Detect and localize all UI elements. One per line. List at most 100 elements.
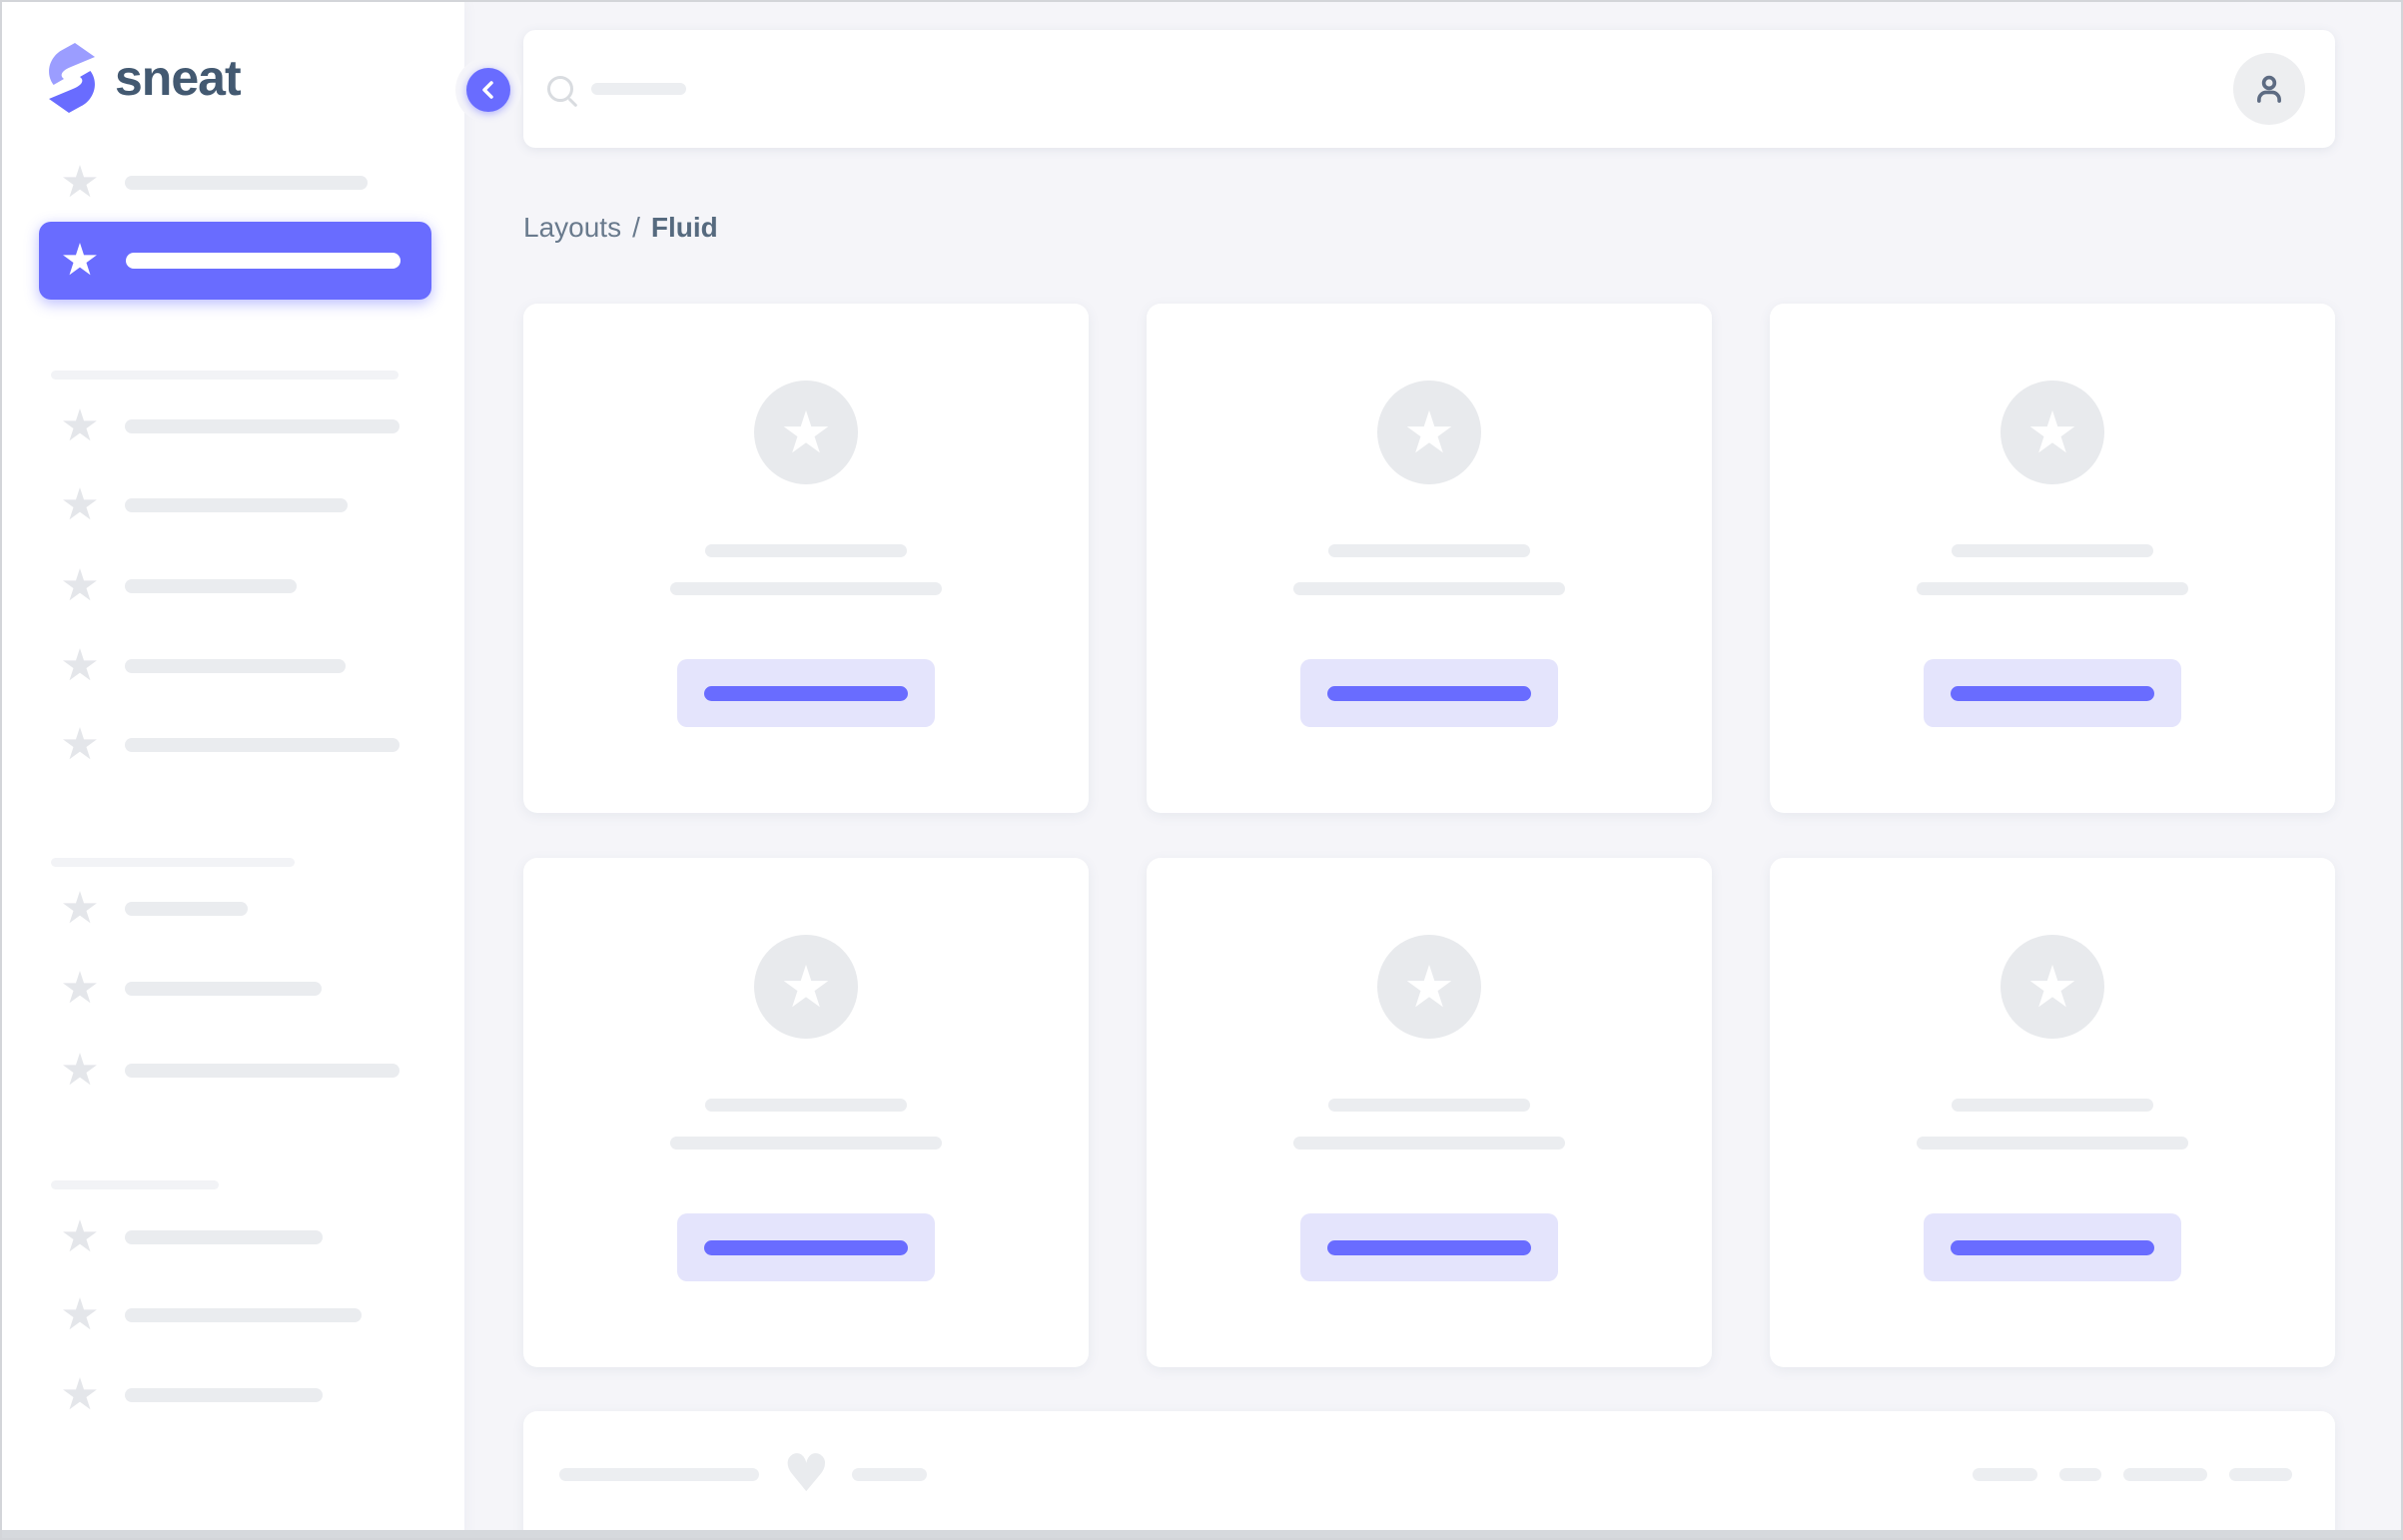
chevron-left-icon — [482, 81, 493, 99]
sidebar-item[interactable]: ★ — [2, 1211, 323, 1262]
menu-item-label-skeleton — [125, 1064, 400, 1078]
menu-item-label-skeleton — [125, 498, 348, 512]
card-grid: ★ ★ ★ ★ — [523, 304, 2335, 1367]
user-avatar-button[interactable] — [2233, 53, 2305, 125]
card-text-skeleton — [670, 1137, 942, 1150]
sidebar-item[interactable]: ★ — [2, 1289, 362, 1340]
menu-item-label-skeleton — [125, 982, 322, 996]
star-avatar-circle: ★ — [2001, 935, 2104, 1039]
star-icon: ★ — [60, 1045, 100, 1096]
star-icon: ★ — [1403, 953, 1455, 1021]
menu-item-label-skeleton — [126, 253, 400, 269]
star-icon: ★ — [780, 398, 832, 466]
card-button-skeleton[interactable] — [1300, 659, 1558, 727]
sidebar-item-active[interactable]: ★ — [39, 222, 431, 300]
button-label-skeleton — [1327, 1239, 1531, 1255]
sidebar-item[interactable]: ★ — [2, 161, 368, 205]
star-icon: ★ — [60, 1289, 100, 1340]
sidebar-item[interactable]: ★ — [2, 1369, 323, 1420]
star-avatar-circle: ★ — [1377, 381, 1481, 484]
user-icon — [2257, 75, 2281, 103]
menu-item-label-skeleton — [125, 1308, 362, 1322]
menu-item-label-skeleton — [125, 902, 248, 916]
star-icon: ★ — [60, 1211, 100, 1262]
heart-icon: ♥ — [783, 1444, 830, 1504]
sidebar-item[interactable]: ★ — [2, 560, 297, 611]
window-bottom-edge — [2, 1530, 2401, 1538]
star-icon: ★ — [60, 640, 100, 691]
search-bar[interactable] — [523, 30, 2335, 148]
search-placeholder-skeleton — [591, 83, 686, 95]
sidebar-item[interactable]: ★ — [2, 719, 400, 770]
footer-text-skeleton — [1973, 1467, 2037, 1481]
button-label-skeleton — [1951, 1239, 2154, 1255]
card-title-skeleton — [1328, 544, 1530, 557]
star-icon: ★ — [780, 953, 832, 1021]
menu-item-label-skeleton — [125, 176, 368, 190]
sidebar-item[interactable]: ★ — [2, 963, 322, 1014]
sidebar-item[interactable]: ★ — [2, 640, 346, 691]
star-icon: ★ — [2026, 953, 2078, 1021]
breadcrumb-parent[interactable]: Layouts — [523, 212, 622, 243]
menu-item-label-skeleton — [125, 659, 346, 673]
brand[interactable]: sneat — [46, 42, 242, 114]
button-label-skeleton — [1327, 685, 1531, 701]
button-label-skeleton — [1951, 685, 2154, 701]
brand-name: sneat — [115, 50, 242, 106]
footer-text-skeleton — [2123, 1467, 2207, 1481]
sidebar-item[interactable]: ★ — [2, 883, 248, 934]
card-button-skeleton[interactable] — [677, 1213, 935, 1281]
star-avatar-circle: ★ — [1377, 935, 1481, 1039]
footer-right-group — [1973, 1461, 2292, 1487]
card-text-skeleton — [670, 582, 942, 595]
card-button-skeleton[interactable] — [1924, 659, 2181, 727]
star-avatar-circle: ★ — [2001, 381, 2104, 484]
breadcrumb-separator: / — [632, 212, 640, 243]
sidebar-collapse-button[interactable] — [466, 68, 510, 112]
menu-item-label-skeleton — [125, 419, 400, 433]
sidebar-collapse-ring — [455, 57, 521, 123]
card-text-skeleton — [1917, 1137, 2188, 1150]
card-button-skeleton[interactable] — [1300, 1213, 1558, 1281]
star-avatar-circle: ★ — [754, 381, 858, 484]
sidebar-item[interactable]: ★ — [2, 479, 348, 530]
card-title-skeleton — [705, 1099, 907, 1112]
card-title-skeleton — [1952, 544, 2153, 557]
card-title-skeleton — [1328, 1099, 1530, 1112]
star-icon: ★ — [60, 400, 100, 451]
star-icon: ★ — [60, 479, 100, 530]
star-icon: ★ — [2026, 398, 2078, 466]
card-title-skeleton — [1952, 1099, 2153, 1112]
footer-text-skeleton — [2229, 1467, 2292, 1481]
menu-item-label-skeleton — [125, 1230, 323, 1244]
card-title-skeleton — [705, 544, 907, 557]
menu-item-label-skeleton — [125, 1388, 323, 1402]
menu-section-header-skeleton — [51, 371, 399, 380]
footer-text-skeleton — [559, 1467, 759, 1481]
star-icon: ★ — [60, 719, 100, 770]
card-text-skeleton — [1917, 582, 2188, 595]
star-icon: ★ — [60, 1369, 100, 1420]
placeholder-card: ★ — [523, 304, 1089, 813]
sidebar-item[interactable]: ★ — [2, 400, 400, 451]
star-icon: ★ — [60, 560, 100, 611]
placeholder-card: ★ — [1770, 304, 2335, 813]
sidebar-item[interactable]: ★ — [2, 1045, 400, 1096]
star-icon: ★ — [1403, 398, 1455, 466]
button-label-skeleton — [704, 1239, 908, 1255]
star-icon: ★ — [60, 883, 100, 934]
menu-item-label-skeleton — [125, 738, 400, 752]
card-button-skeleton[interactable] — [1924, 1213, 2181, 1281]
placeholder-card: ★ — [1770, 858, 2335, 1367]
footer-text-skeleton — [2059, 1467, 2101, 1481]
breadcrumb: Layouts / Fluid — [523, 212, 2335, 244]
sidebar: sneat ★ ★ ★ ★ ★ ★ ★ ★ ★ ★ ★ ★ ★ — [2, 2, 464, 1538]
placeholder-card: ★ — [1147, 304, 1712, 813]
breadcrumb-current: Fluid — [650, 212, 718, 243]
star-icon: ★ — [60, 963, 100, 1014]
card-text-skeleton — [1293, 582, 1565, 595]
placeholder-card: ★ — [523, 858, 1089, 1367]
menu-section-header-skeleton — [51, 1180, 219, 1189]
card-button-skeleton[interactable] — [677, 659, 935, 727]
